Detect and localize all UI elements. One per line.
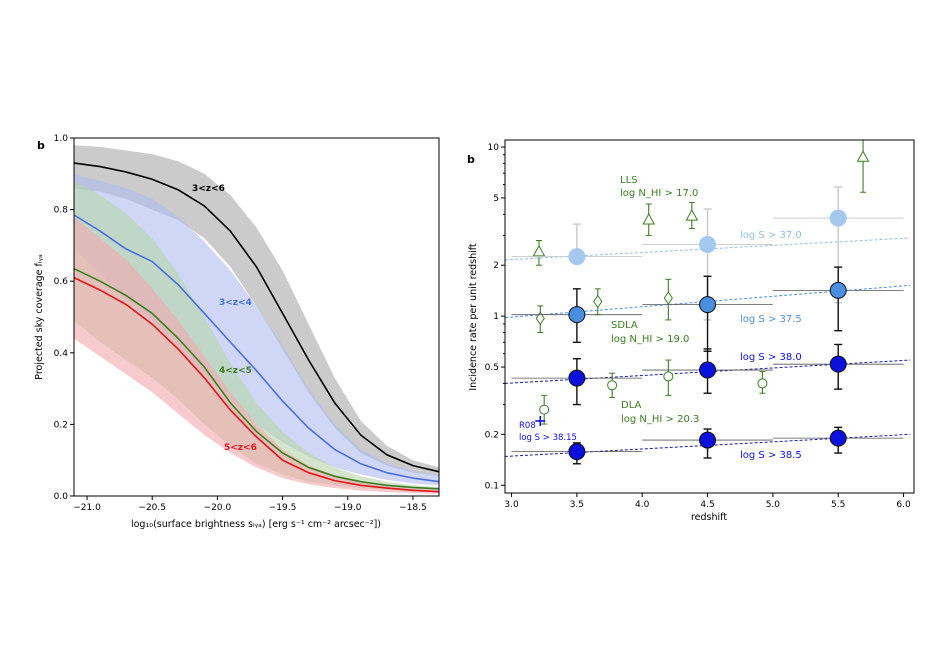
- right-simulation-labels: log S > 37.0 log S > 37.5 log S > 38.0 l…: [740, 230, 802, 461]
- sim-point-log-s-37-5: [699, 296, 717, 314]
- y-tick-label: 2: [493, 261, 499, 271]
- left-chart: b −21.0 −20.5 −20.0 −19.5 −19.0 −18.5 0.00.20…: [34, 134, 440, 530]
- band-5-z-6: [74, 216, 439, 494]
- annot-sdla-title: SDLA: [611, 320, 638, 331]
- sim-point-log-s-38-5: [829, 429, 847, 447]
- left-y-axis-label: Projected sky coverage fₗᵧₐ: [34, 254, 45, 380]
- y-tick-label: 0.4: [54, 349, 69, 359]
- line-3-z-6: [73, 162, 440, 473]
- x-tick-label: −19.0: [334, 503, 362, 513]
- right-simulation-points: [511, 186, 904, 465]
- y-tick-label: 10: [488, 143, 500, 153]
- left-axes-frame: [73, 137, 440, 497]
- x-tick-label: 4.5: [700, 500, 714, 510]
- y-tick-label: 0.5: [485, 363, 499, 373]
- series-label-3-4: 3<z<4: [219, 298, 252, 308]
- y-tick-label: 1: [493, 312, 499, 322]
- line-5-z-6: [73, 276, 440, 493]
- sim-point-log-s-38-0: [699, 361, 717, 379]
- obs-point-dla: [663, 371, 674, 382]
- left-bands: [74, 145, 439, 494]
- band-3-z-6: [74, 145, 439, 477]
- obs-point-lls: [856, 150, 870, 162]
- sim-point-log-s-38-0: [568, 369, 586, 387]
- label-logS-38-5: log S > 38.5: [740, 450, 802, 461]
- x-tick-label: 5.5: [831, 500, 845, 510]
- right-observations: [532, 139, 870, 426]
- label-logS-37-5: log S > 37.5: [740, 314, 802, 325]
- annot-lls-title: LLS: [620, 175, 638, 186]
- x-tick-label: 4.0: [635, 500, 650, 510]
- x-tick-label: 3.0: [504, 500, 519, 510]
- sim-point-log-s-37-0: [829, 209, 847, 227]
- y-tick-label: 0.0: [54, 492, 69, 502]
- right-panel-label: b: [467, 153, 475, 166]
- obs-point-dla: [539, 404, 550, 415]
- x-tick-label: 5.0: [766, 500, 781, 510]
- left-x-axis-label: log₁₀(surface brightness sₗᵧₐ) [erg s⁻¹ …: [131, 519, 381, 530]
- annot-lls-cond: log N_HI > 17.0: [620, 188, 698, 199]
- y-tick-label: 0.8: [54, 206, 69, 216]
- x-tick-label: −19.5: [269, 503, 297, 513]
- y-tick-label: 0.6: [54, 277, 69, 287]
- x-tick-label: −21.0: [73, 503, 101, 513]
- obs-point-sdla: [593, 294, 603, 309]
- x-tick-label: −20.0: [204, 503, 232, 513]
- y-tick-label: 1.0: [54, 134, 69, 144]
- obs-point-sdla: [663, 291, 673, 305]
- right-x-axis-label: redshift: [691, 512, 727, 523]
- obs-point-lls: [532, 244, 546, 257]
- x-tick-label: 6.0: [896, 500, 911, 510]
- y-tick-label: 0.1: [485, 481, 499, 491]
- obs-point-lls: [685, 209, 699, 221]
- right-x-ticks: 3.0 3.5 4.0 4.5 5.0 5.5 6.0: [504, 493, 911, 510]
- annot-sdla-cond: log N_HI > 19.0: [611, 334, 689, 345]
- obs-point-dla: [607, 380, 618, 391]
- obs-point-dla: [757, 378, 768, 389]
- sim-point-log-s-37-0: [699, 236, 717, 254]
- right-chart: b 3.0 3.5 4.0 4.5 5.0 5.5 6.0 0.1 0.2 0.5 1 2 5 10 l…: [467, 139, 915, 523]
- x-tick-label: −20.5: [138, 503, 166, 513]
- left-lines: [73, 162, 440, 493]
- y-tick-label: 0.2: [54, 420, 68, 430]
- x-tick-label: −18.5: [399, 503, 427, 513]
- band-4-z-5: [74, 181, 439, 493]
- line-4-z-5: [73, 267, 440, 490]
- right-y-axis-label: Incidence rate per unit redshift: [468, 243, 479, 391]
- right-annotations: LLS log N_HI > 17.0 SDLA log N_HI > 19.0…: [519, 175, 699, 443]
- y-tick-label: 5: [493, 194, 499, 204]
- series-label-5-6: 5<z<6: [224, 443, 257, 453]
- sim-point-log-s-38-5: [699, 431, 717, 449]
- annot-r08-cond: log S > 38.15: [519, 433, 577, 443]
- line-3-z-4: [73, 214, 440, 483]
- band-3-z-4: [74, 173, 439, 486]
- obs-point-sdla: [535, 311, 545, 326]
- label-logS-38-0: log S > 38.0: [740, 352, 802, 363]
- series-label-4-5: 4<z<5: [219, 366, 252, 376]
- label-logS-37-0: log S > 37.0: [740, 230, 802, 241]
- left-x-ticks: −21.0 −20.5 −20.0 −19.5 −19.0 −18.5: [73, 496, 427, 513]
- sim-point-log-s-38-5: [568, 443, 586, 461]
- left-series-labels: 3<z<6 3<z<4 4<z<5 5<z<6: [192, 184, 257, 453]
- annot-dla-cond: log N_HI > 20.3: [621, 414, 699, 425]
- sim-point-log-s-37-5: [568, 306, 586, 324]
- right-y-ticks: 0.1 0.2 0.5 1 2 5 10: [485, 143, 505, 491]
- left-panel-label: b: [37, 139, 45, 152]
- annot-r08-title: R08: [519, 421, 536, 431]
- obs-point-lls: [642, 212, 656, 225]
- sim-point-log-s-38-0: [829, 355, 847, 373]
- sim-point-log-s-37-5: [829, 281, 847, 299]
- x-tick-label: 3.5: [570, 500, 584, 510]
- annot-dla-title: DLA: [621, 400, 642, 411]
- series-label-3-6: 3<z<6: [192, 184, 225, 194]
- y-tick-label: 0.2: [485, 430, 499, 440]
- sim-point-log-s-37-0: [568, 248, 586, 266]
- left-y-ticks: 0.0 0.2 0.4 0.6 0.8 1.0: [54, 134, 74, 502]
